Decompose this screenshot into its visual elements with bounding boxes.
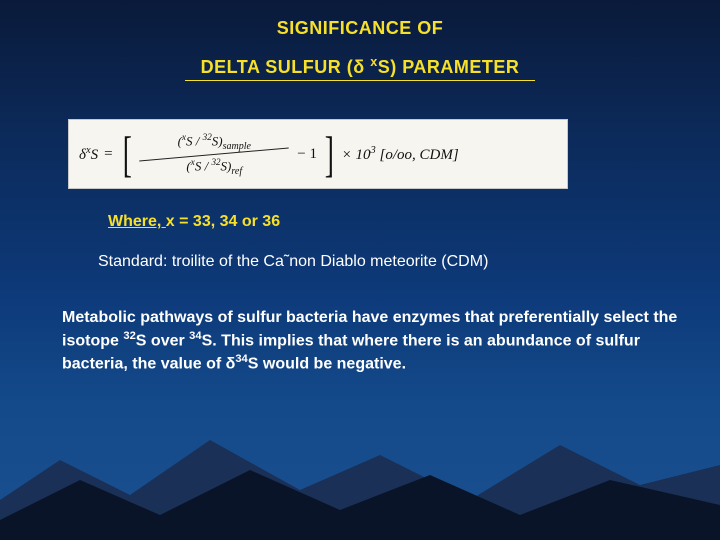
para-seg-2: S over [136, 332, 189, 349]
iso-34a: 34 [189, 330, 201, 342]
den-32: 32 [211, 157, 220, 167]
right-bracket: ] [325, 129, 334, 179]
standard-line: Standard: troilite of the Ca˜non Diablo … [98, 253, 680, 271]
sample-tag: sample [223, 141, 251, 152]
formula: δxS = [ (xS / 32S)sample (xS / 32S)ref −… [79, 129, 557, 179]
para-seg-4: S would be negative. [248, 355, 406, 372]
units-close: ] [453, 147, 459, 163]
lhs-s: S [91, 147, 99, 163]
iso-32: 32 [123, 330, 135, 342]
title-line-1: SIGNIFICANCE OF [40, 18, 680, 39]
equals-sign: = [104, 146, 112, 163]
minus-one: − 1 [297, 146, 317, 163]
title2-sup: x [370, 55, 378, 69]
where-prefix: Where, [108, 213, 166, 230]
ratio-fraction: (xS / 32S)sample (xS / 32S)ref [139, 132, 289, 177]
formula-tail: × 103 [o/oo, CDM] [342, 145, 459, 164]
slide: SIGNIFICANCE OF DELTA SULFUR (δ xS) PARA… [0, 0, 720, 540]
ref-tag: ref [231, 165, 242, 176]
title-line-2: DELTA SULFUR (δ xS) PARAMETER [40, 55, 680, 78]
numerator: (xS / 32S)sample [178, 132, 251, 152]
num-s2: S) [212, 133, 223, 148]
mountain-decoration [0, 410, 720, 540]
formula-lhs: δxS [79, 145, 98, 164]
units-cdm: CDM [420, 147, 453, 163]
where-body: x = 33, 34 or 36 [166, 213, 280, 230]
num-s1: S / [186, 133, 199, 148]
title-underline [185, 80, 535, 81]
times-ten: × 10 [342, 147, 371, 163]
where-line: Where, x = 33, 34 or 36 [108, 213, 680, 231]
body-paragraph: Metabolic pathways of sulfur bacteria ha… [62, 307, 680, 374]
left-bracket: [ [122, 129, 131, 179]
num-32: 32 [203, 132, 212, 142]
iso-34b: 34 [235, 353, 247, 365]
title2-post: S) PARAMETER [378, 57, 520, 77]
denominator: (xS / 32S)ref [186, 157, 242, 177]
title2-pre: DELTA SULFUR (δ [201, 57, 371, 77]
exp-3: 3 [371, 145, 376, 156]
units-permil: o/oo, [385, 147, 415, 163]
formula-box: δxS = [ (xS / 32S)sample (xS / 32S)ref −… [68, 119, 568, 189]
den-s1: S / [195, 158, 208, 173]
den-s2: S) [221, 158, 232, 173]
delta-symbol: δ [79, 147, 86, 163]
